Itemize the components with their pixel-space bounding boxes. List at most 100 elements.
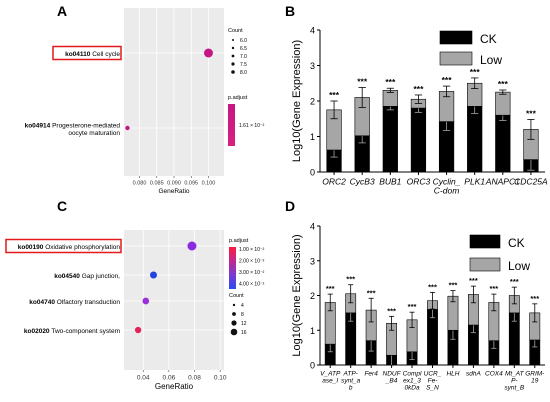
panel-label-a: A	[57, 3, 67, 19]
size-legend-label: 6.5	[240, 46, 247, 52]
size-legend-title: Count	[228, 28, 243, 34]
legend-label: Low	[508, 259, 530, 273]
bar-segment	[382, 106, 398, 173]
x-tick-label: sdhA	[466, 371, 481, 378]
color-legend-label: 2.00 × 10⁻²	[239, 259, 265, 265]
legend-swatch	[469, 234, 501, 249]
significance-label: ***	[469, 276, 478, 285]
y-tick-label: 0	[310, 168, 315, 178]
x-tick-label: NDUF _B4	[383, 371, 402, 385]
x-tick-label: 0.080	[133, 181, 147, 187]
x-tick-label: ANAPC1	[485, 177, 520, 187]
size-legend-dot	[231, 46, 235, 50]
significance-label: ***	[498, 79, 509, 89]
significance-label: ***	[413, 84, 424, 94]
x-axis-title: GeneRatio	[155, 382, 194, 391]
x-tick-label: 0.090	[167, 181, 181, 187]
size-legend-dot	[230, 328, 238, 336]
size-legend-title: Count	[229, 293, 244, 299]
bar-segment	[495, 114, 511, 173]
dot-point	[142, 297, 150, 305]
bar-segment	[467, 106, 483, 173]
x-tick-label: ATP-synt_a b	[341, 371, 361, 392]
x-tick-label: 0.04	[137, 375, 150, 382]
x-tick-label: 0.100	[202, 181, 216, 187]
y-axis-title: Log10(Gene Expression)	[291, 234, 303, 356]
color-legend-label: 1.61 × 10⁻²	[239, 123, 265, 129]
bar-segment	[495, 91, 511, 116]
panel-label-c: C	[57, 198, 67, 214]
x-tick-label: PLK1	[464, 177, 485, 187]
color-legend-label: 4.00 × 10⁻²	[239, 282, 265, 288]
y-tick-label: 1	[310, 132, 315, 142]
category-label: ko04740 Olfactory transduction	[29, 299, 120, 306]
dot-point	[203, 48, 213, 58]
significance-label: ***	[385, 77, 396, 87]
significance-label: ***	[408, 302, 417, 311]
significance-label: ***	[489, 284, 498, 293]
x-tick-label: CycB3	[350, 177, 375, 187]
significance-label: ***	[449, 281, 458, 290]
panel-b-barchart: 0 1 2 3 4 Log10(Gene Expression) *** ORC2 *** Cyc…	[291, 26, 548, 196]
size-legend-label: 16	[241, 330, 247, 336]
x-tick-label: ORC2	[322, 177, 346, 187]
color-legend-title: p.adjust	[229, 238, 249, 244]
size-legend-dot	[232, 39, 234, 41]
y-tick-label: 3	[310, 61, 315, 71]
color-legend-bar	[229, 247, 236, 289]
size-legend-dot	[231, 54, 235, 58]
significance-label: ***	[357, 77, 368, 87]
panel-a-dotplot: 0.080 0.085 0.090 0.095 0.100 GeneRatio ko0411…	[25, 8, 265, 195]
size-legend-label: 7.5	[240, 62, 247, 68]
x-tick-label: 0.08	[188, 375, 201, 382]
size-legend-label: 4	[241, 303, 244, 309]
panel-c-dotplot: 0.04 0.06 0.08 0.10 GeneRatio ko00190 Oxidati…	[5, 230, 265, 391]
size-legend-label: 12	[241, 321, 247, 327]
x-tick-label: HLH	[446, 371, 459, 378]
color-legend-label: 3.00 × 10⁻²	[239, 270, 265, 276]
x-tick-label: 0.085	[150, 181, 164, 187]
legend-label: CK	[480, 32, 497, 46]
x-tick-label: 0.10	[214, 375, 227, 382]
x-tick-label: Mt_AT P-synt_B	[504, 371, 525, 392]
highlight-box	[5, 238, 122, 254]
size-legend-dot	[231, 70, 235, 74]
legend-swatch	[469, 257, 501, 272]
x-tick-label: ORC3	[407, 177, 431, 187]
size-legend-dot	[232, 303, 236, 307]
y-tick-label: 4	[310, 222, 315, 232]
size-legend-label: 8	[241, 312, 244, 318]
significance-label: ***	[530, 294, 539, 303]
significance-label: ***	[526, 108, 537, 118]
significance-label: ***	[470, 67, 481, 77]
legend-label: CK	[508, 236, 525, 250]
category-label: ko00190 Oxidative phosphorylation	[18, 244, 121, 251]
significance-label: ***	[387, 306, 396, 315]
significance-label: ***	[346, 275, 355, 284]
x-tick-label: Fer4	[364, 371, 378, 378]
legend-swatch	[439, 30, 473, 45]
y-tick-label: 4	[310, 26, 315, 36]
category-label: ko04110 Cell cycle	[65, 51, 120, 58]
size-legend-dot	[231, 320, 237, 326]
size-legend-label: 7.0	[240, 54, 247, 60]
legend-label: Low	[480, 53, 502, 67]
x-tick-label: UCR_ Fe-S_N	[424, 371, 442, 392]
panel-d-barchart: 0 1 2 3 4 Log10(Gene Expression) *** V_ATP ase_I…	[291, 222, 545, 392]
y-tick-label: 3	[310, 256, 315, 266]
x-tick-label: 0.095	[184, 181, 198, 187]
x-tick-label: BUB1	[379, 177, 401, 187]
dot-point	[187, 241, 197, 251]
y-tick-label: 2	[310, 97, 315, 107]
size-legend-dot	[232, 312, 236, 316]
size-legend-dot	[231, 62, 235, 66]
x-axis-title: GeneRatio	[158, 188, 189, 195]
legend-swatch	[439, 51, 473, 66]
x-tick-label: Compl ex1_3 0kDa	[403, 371, 422, 392]
x-tick-label: 0.06	[163, 375, 176, 382]
highlight-box	[52, 45, 122, 61]
x-tick-label: CDC25A	[514, 177, 548, 187]
panel-label-b: B	[285, 3, 295, 19]
category-label: ko04540 Gap junction,	[54, 273, 120, 280]
